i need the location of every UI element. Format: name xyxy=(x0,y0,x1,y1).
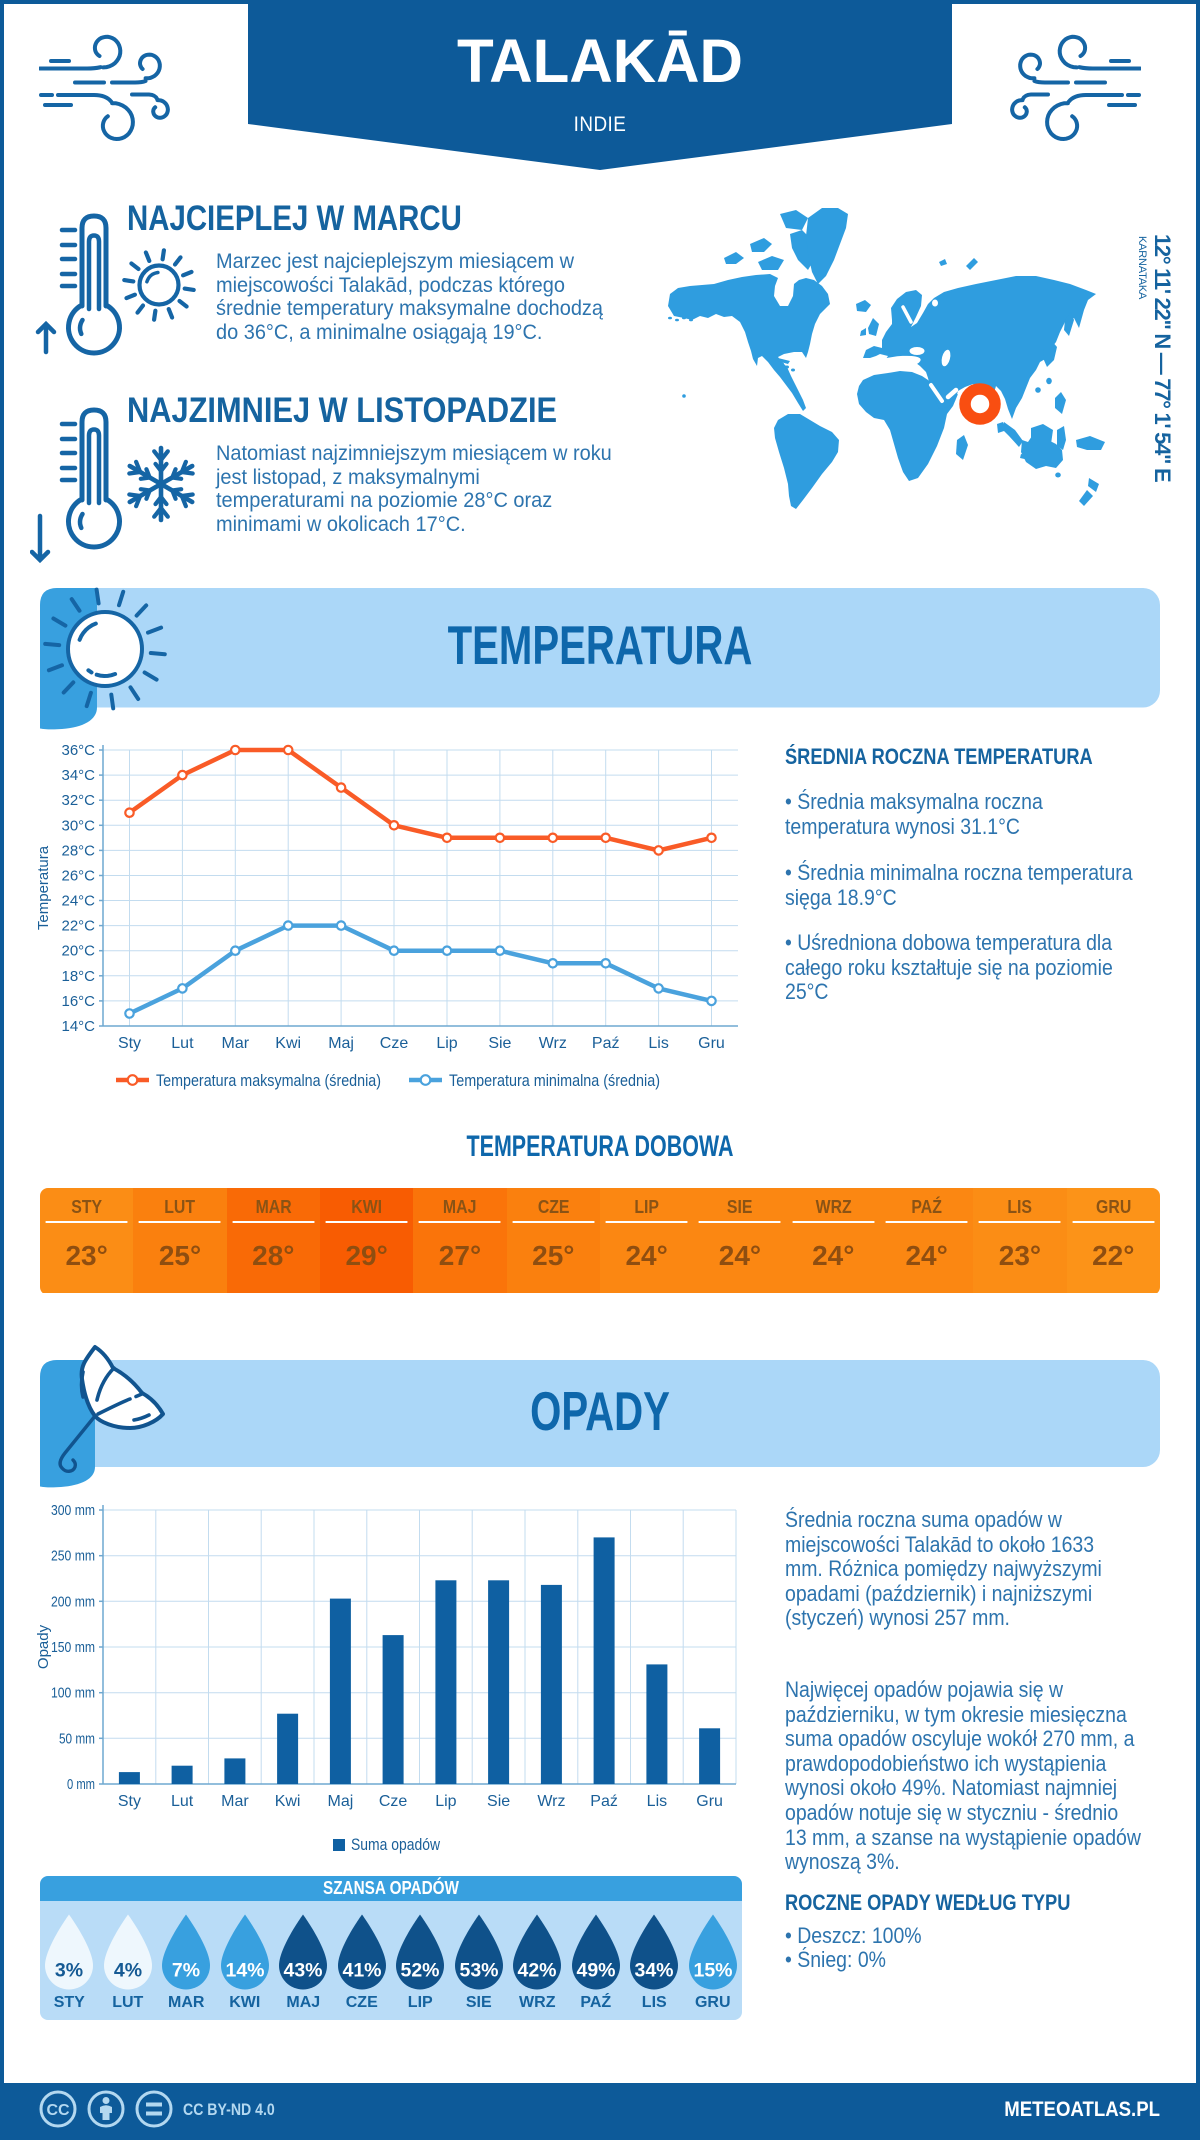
svg-text:Sty: Sty xyxy=(118,1793,141,1810)
svg-text:Kwi: Kwi xyxy=(275,1035,301,1052)
svg-text:Suma opadów: Suma opadów xyxy=(351,1835,441,1854)
svg-text:Gru: Gru xyxy=(696,1793,723,1810)
svg-text:Sie: Sie xyxy=(487,1793,510,1810)
svg-text:20°C: 20°C xyxy=(61,943,95,960)
svg-text:Temperatura: Temperatura xyxy=(35,845,52,930)
svg-text:Temperatura minimalna (średnia: Temperatura minimalna (średnia) xyxy=(449,1071,660,1090)
svg-text:Sie: Sie xyxy=(488,1035,511,1052)
svg-text:24°C: 24°C xyxy=(61,893,95,910)
svg-text:Lut: Lut xyxy=(171,1035,194,1052)
svg-text:41%: 41% xyxy=(342,1960,381,1982)
svg-text:Gru: Gru xyxy=(698,1035,725,1052)
svg-text:32°C: 32°C xyxy=(61,792,95,809)
svg-text:100 mm: 100 mm xyxy=(51,1685,95,1702)
svg-text:Lis: Lis xyxy=(647,1793,667,1810)
svg-text:Lip: Lip xyxy=(436,1035,457,1052)
svg-text:Wrz: Wrz xyxy=(539,1035,567,1052)
svg-text:Cze: Cze xyxy=(380,1035,409,1052)
svg-text:26°C: 26°C xyxy=(61,868,95,885)
svg-text:250 mm: 250 mm xyxy=(51,1548,95,1565)
svg-text:200 mm: 200 mm xyxy=(51,1593,95,1610)
svg-text:Lis: Lis xyxy=(648,1035,668,1052)
svg-text:Paź: Paź xyxy=(592,1035,620,1052)
svg-text:28°C: 28°C xyxy=(61,842,95,859)
svg-text:52%: 52% xyxy=(401,1960,440,1982)
svg-text:49%: 49% xyxy=(576,1960,615,1982)
svg-text:42%: 42% xyxy=(518,1960,557,1982)
svg-text:Kwi: Kwi xyxy=(275,1793,301,1810)
svg-text:Lut: Lut xyxy=(171,1793,194,1810)
svg-text:0 mm: 0 mm xyxy=(67,1776,95,1793)
svg-text:Mar: Mar xyxy=(222,1035,250,1052)
svg-text:43%: 43% xyxy=(284,1960,323,1982)
svg-text:Mar: Mar xyxy=(221,1793,249,1810)
svg-text:7%: 7% xyxy=(172,1960,200,1982)
svg-text:Wrz: Wrz xyxy=(537,1793,565,1810)
svg-text:18°C: 18°C xyxy=(61,968,95,985)
svg-text:Cze: Cze xyxy=(379,1793,408,1810)
svg-text:34%: 34% xyxy=(635,1960,674,1982)
svg-text:Sty: Sty xyxy=(118,1035,141,1052)
svg-text:Lip: Lip xyxy=(435,1793,456,1810)
svg-text:15%: 15% xyxy=(693,1960,732,1982)
svg-text:Maj: Maj xyxy=(328,1793,354,1810)
svg-text:4%: 4% xyxy=(114,1960,142,1982)
svg-text:Paź: Paź xyxy=(590,1793,618,1810)
svg-text:36°C: 36°C xyxy=(61,742,95,759)
svg-text:Maj: Maj xyxy=(328,1035,354,1052)
svg-text:150 mm: 150 mm xyxy=(51,1639,95,1656)
svg-text:30°C: 30°C xyxy=(61,817,95,834)
svg-text:3%: 3% xyxy=(55,1960,83,1982)
svg-text:50 mm: 50 mm xyxy=(59,1730,95,1747)
svg-text:CC: CC xyxy=(46,2102,70,2119)
svg-text:53%: 53% xyxy=(459,1960,498,1982)
svg-text:Temperatura maksymalna (średni: Temperatura maksymalna (średnia) xyxy=(156,1071,381,1090)
svg-text:14°C: 14°C xyxy=(61,1018,95,1035)
svg-text:300 mm: 300 mm xyxy=(51,1502,95,1519)
svg-text:34°C: 34°C xyxy=(61,767,95,784)
svg-text:14%: 14% xyxy=(225,1960,264,1982)
svg-text:16°C: 16°C xyxy=(61,993,95,1010)
svg-text:22°C: 22°C xyxy=(61,918,95,935)
svg-text:Opady: Opady xyxy=(35,1624,52,1669)
